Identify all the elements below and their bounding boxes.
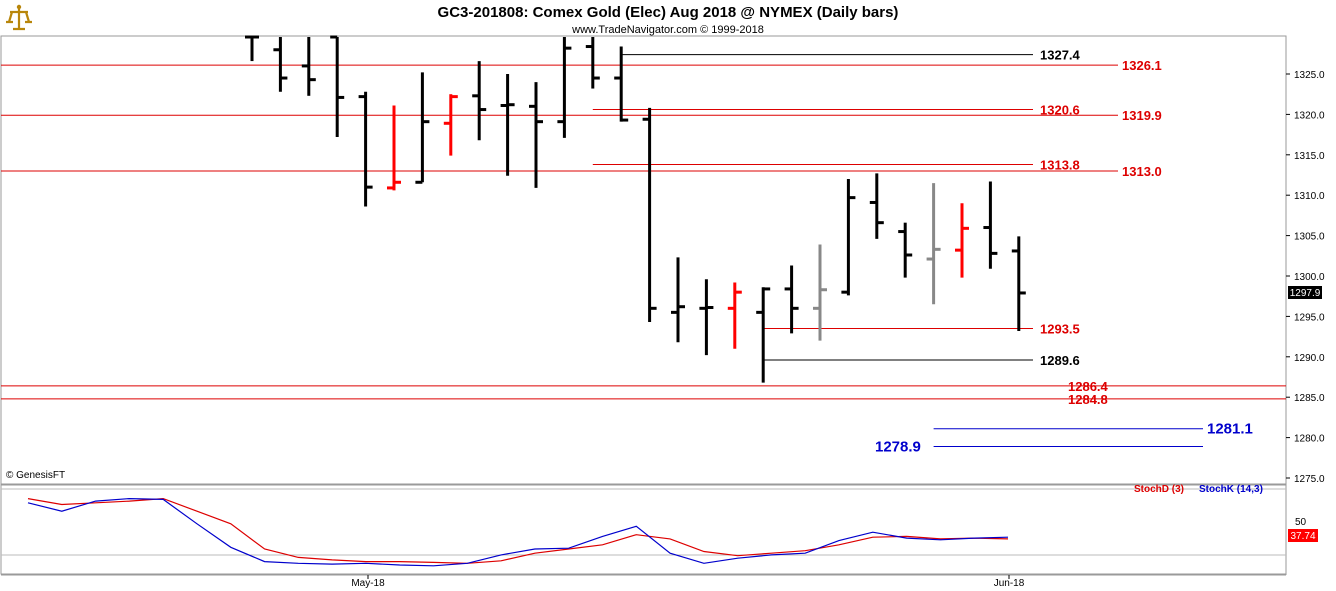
level-label: 1281.1 xyxy=(1207,421,1253,438)
level-lines xyxy=(1,54,1286,447)
level-label: 1286.4 xyxy=(1068,379,1109,394)
ohlc-bar xyxy=(330,35,345,138)
ohlc-bar xyxy=(642,107,657,323)
ohlc-bar xyxy=(358,91,373,207)
ohlc-bar xyxy=(671,257,685,343)
ohlc-bar xyxy=(529,82,543,188)
stochk-series-line xyxy=(27,497,1009,567)
y-tick-label: 1325.0 xyxy=(1294,70,1325,81)
ohlc-bar xyxy=(387,105,401,191)
y-tick-label: 1290.0 xyxy=(1294,353,1325,364)
level-label: 1289.6 xyxy=(1040,353,1080,368)
level-label: 1278.9 xyxy=(875,438,921,455)
osc-value-box xyxy=(1288,529,1318,542)
ohlc-bar xyxy=(557,37,572,138)
oscillator-panel xyxy=(0,484,1287,575)
y-tick-label: 1285.0 xyxy=(1294,393,1325,404)
ohlc-bar xyxy=(472,61,487,141)
y-tick-label: 1315.0 xyxy=(1294,151,1325,162)
level-labels: 1327.4 1326.1 1320.6 1319.9 1313.8 1313.0 1293… xyxy=(875,48,1253,456)
stochk-legend: StochK (14,3) xyxy=(1199,484,1263,495)
y-tick-label: 1300.0 xyxy=(1294,272,1325,283)
level-label: 1313.0 xyxy=(1122,164,1162,179)
ohlc-bar xyxy=(443,94,458,156)
price-y-axis: 1325.0 1320.0 1315.0 1310.0 1305.0 1300.0 1295… xyxy=(1286,70,1325,485)
stochd-legend: StochD (3) xyxy=(1134,484,1184,495)
x-label-jun: Jun-18 xyxy=(994,578,1025,589)
level-label: 1326.1 xyxy=(1122,58,1162,73)
ohlc-bar xyxy=(841,179,856,296)
ohlc-bar xyxy=(301,37,316,96)
level-label: 1327.4 xyxy=(1040,48,1081,63)
chart-subtitle: www.TradeNavigator.com © 1999-2018 xyxy=(571,24,764,36)
osc-value-label: 37.74 xyxy=(1290,531,1315,542)
ohlc-bar xyxy=(784,265,799,334)
ohlc-bar xyxy=(699,279,714,356)
y-tick-label: 1310.0 xyxy=(1294,191,1325,202)
x-label-may: May-18 xyxy=(351,578,385,589)
ohlc-bar xyxy=(614,46,629,122)
price-panel xyxy=(0,35,1287,485)
ohlc-bar xyxy=(500,74,515,176)
ohlc-bar xyxy=(273,37,288,92)
level-label: 1293.5 xyxy=(1040,322,1080,337)
y-tick-label: 1305.0 xyxy=(1294,232,1325,243)
ohlc-bar xyxy=(585,37,600,89)
level-label: 1313.8 xyxy=(1040,157,1080,172)
watermark: © GenesisFT xyxy=(6,470,65,481)
level-label: 1284.8 xyxy=(1068,392,1108,407)
ohlc-bar xyxy=(926,183,941,305)
y-tick-label: 1320.0 xyxy=(1294,110,1325,121)
y-tick-label: 1275.0 xyxy=(1294,474,1325,485)
osc-tick-50: 50 xyxy=(1295,517,1307,528)
ohlc-bar xyxy=(898,222,913,278)
ohlc-bar xyxy=(1011,236,1026,331)
chart-title: GC3-201808: Comex Gold (Elec) Aug 2018 @… xyxy=(438,4,899,21)
ohlc-bar xyxy=(245,35,259,62)
ohlc-bar xyxy=(727,282,742,349)
ohlc-bar xyxy=(415,72,430,184)
ohlc-bar xyxy=(983,181,998,269)
ohlc-bar xyxy=(813,244,827,341)
level-label: 1319.9 xyxy=(1122,108,1162,123)
level-label: 1320.6 xyxy=(1040,103,1080,118)
ohlc-bar xyxy=(756,287,771,383)
price-bars xyxy=(245,35,1026,383)
y-tick-label: 1295.0 xyxy=(1294,312,1325,323)
ohlc-bar xyxy=(955,203,969,278)
stochd-series-line xyxy=(27,497,1009,564)
ohlc-bar xyxy=(869,173,884,239)
last-price-label: 1297.9 xyxy=(1290,288,1321,299)
last-price-box xyxy=(1288,286,1322,299)
logo-icon xyxy=(6,4,32,34)
y-tick-label: 1280.0 xyxy=(1294,434,1325,445)
